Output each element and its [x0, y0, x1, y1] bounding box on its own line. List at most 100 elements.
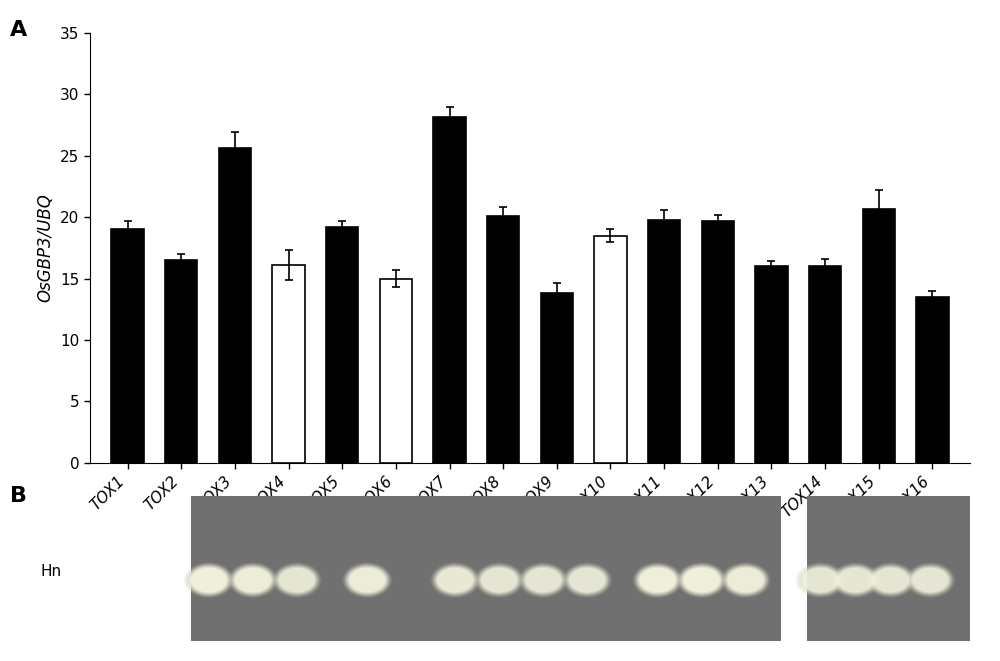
Ellipse shape	[722, 563, 769, 597]
Ellipse shape	[867, 563, 914, 597]
Ellipse shape	[184, 562, 234, 598]
Ellipse shape	[795, 562, 845, 598]
Ellipse shape	[521, 564, 565, 596]
Ellipse shape	[477, 564, 521, 596]
Ellipse shape	[797, 563, 844, 597]
Ellipse shape	[231, 564, 275, 596]
Ellipse shape	[480, 566, 519, 594]
Ellipse shape	[525, 568, 561, 592]
Bar	[594, 235, 627, 463]
Ellipse shape	[802, 568, 839, 592]
Ellipse shape	[235, 568, 271, 592]
Bar	[648, 219, 680, 463]
Ellipse shape	[348, 566, 387, 594]
Ellipse shape	[476, 563, 523, 597]
Ellipse shape	[522, 566, 564, 595]
Ellipse shape	[518, 562, 568, 598]
Ellipse shape	[907, 563, 954, 597]
Ellipse shape	[233, 566, 272, 594]
Ellipse shape	[866, 562, 916, 598]
Ellipse shape	[800, 566, 841, 595]
Ellipse shape	[562, 562, 612, 598]
Ellipse shape	[835, 566, 876, 595]
Ellipse shape	[187, 564, 231, 596]
Ellipse shape	[721, 562, 771, 598]
Bar	[219, 149, 251, 463]
Ellipse shape	[638, 566, 677, 594]
Ellipse shape	[681, 566, 722, 595]
Text: Hn: Hn	[40, 564, 61, 579]
Ellipse shape	[635, 564, 680, 596]
Ellipse shape	[565, 564, 609, 596]
Ellipse shape	[273, 563, 320, 597]
Ellipse shape	[433, 564, 477, 596]
Bar	[272, 265, 305, 463]
Bar	[380, 278, 412, 463]
Bar	[916, 297, 949, 463]
Ellipse shape	[524, 566, 563, 594]
Ellipse shape	[430, 562, 480, 598]
Text: A: A	[10, 20, 27, 40]
Ellipse shape	[566, 566, 608, 595]
Ellipse shape	[677, 562, 727, 598]
Ellipse shape	[568, 566, 607, 594]
Ellipse shape	[911, 566, 950, 594]
Bar	[809, 266, 841, 463]
Bar	[863, 209, 895, 463]
Text: B: B	[10, 486, 27, 506]
Ellipse shape	[870, 566, 912, 595]
Ellipse shape	[344, 563, 391, 597]
Ellipse shape	[232, 566, 274, 595]
Bar	[702, 221, 734, 463]
Bar	[165, 260, 197, 463]
Ellipse shape	[569, 568, 605, 592]
Bar	[487, 216, 519, 463]
Bar	[541, 293, 573, 463]
Ellipse shape	[727, 568, 764, 592]
Ellipse shape	[726, 566, 765, 594]
Bar	[326, 227, 358, 463]
Ellipse shape	[345, 564, 389, 596]
Ellipse shape	[188, 566, 230, 595]
Ellipse shape	[912, 568, 949, 592]
Ellipse shape	[474, 562, 524, 598]
Ellipse shape	[564, 563, 611, 597]
Ellipse shape	[725, 566, 767, 595]
Ellipse shape	[833, 564, 878, 596]
Ellipse shape	[836, 566, 875, 594]
Bar	[111, 229, 144, 463]
Ellipse shape	[276, 566, 318, 595]
Ellipse shape	[191, 568, 227, 592]
Ellipse shape	[478, 566, 520, 595]
Ellipse shape	[869, 564, 913, 596]
Ellipse shape	[910, 566, 951, 595]
Ellipse shape	[275, 564, 319, 596]
Ellipse shape	[905, 562, 955, 598]
Bar	[807, 496, 970, 641]
Y-axis label: OsGBP3/UBQ: OsGBP3/UBQ	[37, 194, 55, 302]
Ellipse shape	[639, 568, 676, 592]
Ellipse shape	[679, 564, 724, 596]
Ellipse shape	[832, 563, 879, 597]
Ellipse shape	[481, 568, 517, 592]
Bar	[191, 496, 781, 641]
Ellipse shape	[871, 566, 910, 594]
Ellipse shape	[801, 566, 840, 594]
Ellipse shape	[437, 568, 473, 592]
Ellipse shape	[432, 563, 479, 597]
Ellipse shape	[189, 566, 228, 594]
Bar	[433, 116, 466, 463]
Ellipse shape	[637, 566, 678, 595]
Ellipse shape	[873, 568, 909, 592]
Ellipse shape	[633, 562, 683, 598]
Ellipse shape	[837, 568, 874, 592]
Ellipse shape	[342, 562, 392, 598]
Ellipse shape	[346, 566, 388, 595]
Ellipse shape	[831, 562, 881, 598]
Ellipse shape	[277, 566, 316, 594]
Ellipse shape	[908, 564, 953, 596]
Ellipse shape	[228, 562, 278, 598]
Ellipse shape	[185, 563, 232, 597]
Ellipse shape	[634, 563, 681, 597]
Ellipse shape	[798, 564, 843, 596]
